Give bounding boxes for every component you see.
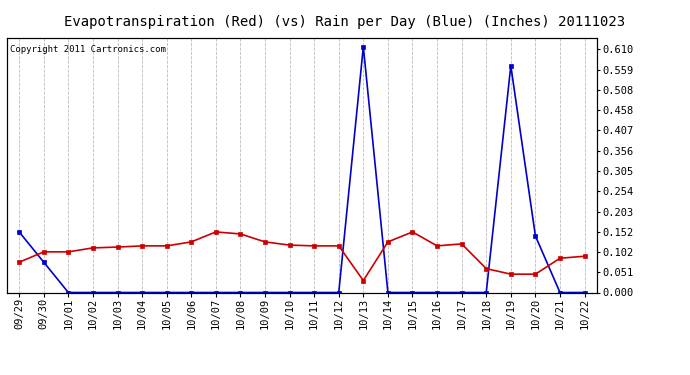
Text: Evapotranspiration (Red) (vs) Rain per Day (Blue) (Inches) 20111023: Evapotranspiration (Red) (vs) Rain per D… [64,15,626,29]
Text: Copyright 2011 Cartronics.com: Copyright 2011 Cartronics.com [10,45,166,54]
